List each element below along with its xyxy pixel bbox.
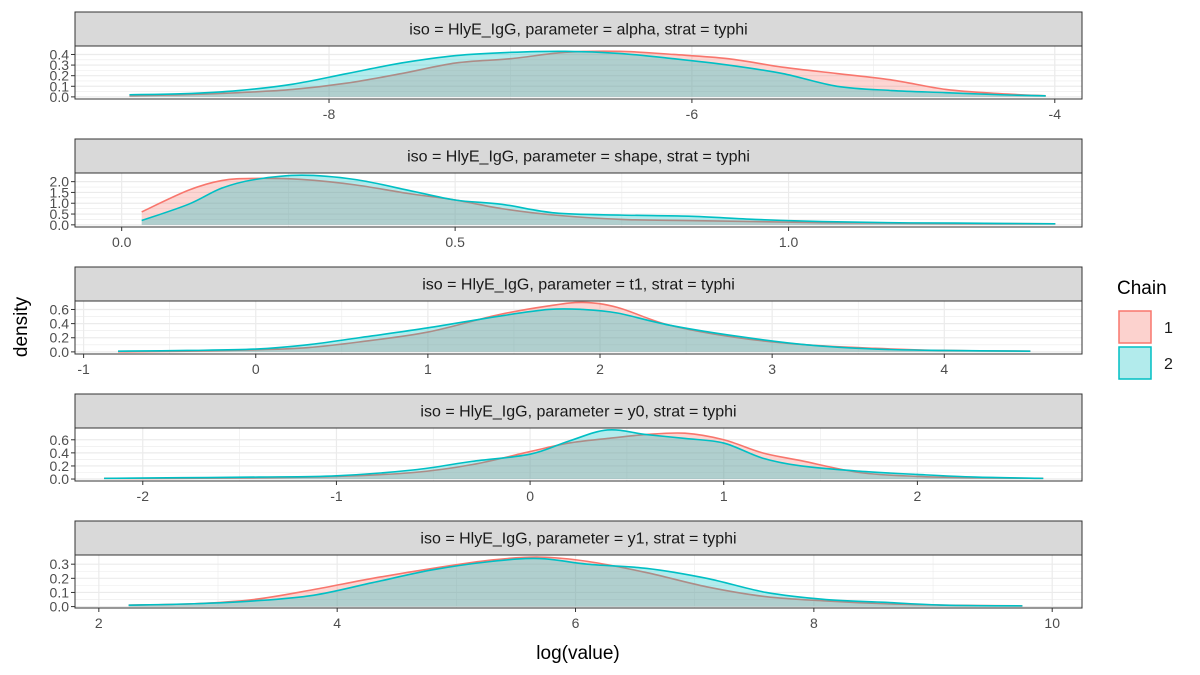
legend: Chain 1 2	[1117, 278, 1173, 380]
density-line-chain-1	[128, 556, 1023, 607]
y-tick-label: 0.1	[50, 584, 70, 600]
legend-entry-2: 2	[1118, 346, 1173, 380]
y-tick-label: 0.4	[50, 46, 70, 62]
y-tick-label: 0.0	[50, 89, 70, 105]
x-tick-label: 3	[768, 361, 776, 377]
strip-background	[74, 393, 1083, 429]
facet-panel: iso = HlyE_IgG, parameter = alpha, strat…	[50, 11, 1083, 122]
legend-label-chain-1: 1	[1164, 320, 1173, 337]
facet-panel: iso = HlyE_IgG, parameter = y0, strat = …	[50, 393, 1083, 504]
grid-lines	[75, 428, 1082, 481]
panel-background	[75, 428, 1082, 481]
x-tick-label: 6	[572, 615, 580, 631]
x-tick-label: 1	[424, 361, 432, 377]
strip-background	[74, 11, 1083, 47]
x-tick-label: 1	[720, 488, 728, 504]
density-line-chain-2	[104, 428, 1044, 480]
x-tick-label: 2	[95, 615, 103, 631]
legend-title: Chain	[1117, 278, 1167, 299]
facet-panel: iso = HlyE_IgG, parameter = y1, strat = …	[50, 520, 1083, 631]
panel-border	[74, 554, 1083, 609]
y-tick-label: 1.5	[50, 184, 70, 200]
x-tick-label: -4	[1049, 106, 1062, 122]
density-line-chain-2	[129, 50, 1046, 97]
y-tick-label: 0.6	[50, 301, 70, 317]
x-tick-label: -2	[137, 488, 150, 504]
legend-label-chain-2: 2	[1164, 356, 1173, 373]
strip-background	[74, 266, 1083, 302]
y-tick-label: 0.0	[50, 344, 70, 360]
panel-border	[74, 45, 1083, 100]
y-tick-label: 0.2	[50, 330, 70, 346]
density-line-chain-2	[141, 174, 1056, 225]
density-area-chain-2	[104, 429, 1044, 480]
x-tick-label: -8	[323, 106, 336, 122]
x-tick-label: 8	[810, 615, 818, 631]
density-area-chain-1	[141, 178, 1056, 225]
panel-border	[74, 300, 1083, 355]
panel-border	[74, 172, 1083, 228]
y-tick-label: 0.2	[50, 68, 70, 84]
legend-key-chain-1	[1118, 310, 1152, 344]
density-area-chain-1	[128, 557, 1023, 607]
facet-panel: iso = HlyE_IgG, parameter = shape, strat…	[50, 138, 1083, 250]
x-axis-title: log(value)	[536, 643, 619, 664]
grid-lines	[75, 555, 1082, 608]
y-tick-label: 0.1	[50, 78, 70, 94]
grid-lines	[75, 301, 1082, 354]
strip-label: iso = HlyE_IgG, parameter = t1, strat = …	[422, 277, 735, 294]
y-tick-label: 0.2	[50, 570, 70, 586]
strip-label: iso = HlyE_IgG, parameter = shape, strat…	[407, 149, 750, 166]
density-area-chain-2	[128, 558, 1023, 607]
y-tick-label: 0.3	[50, 57, 70, 73]
y-tick-label: 0.6	[50, 432, 70, 448]
x-tick-label: 4	[333, 615, 341, 631]
density-area-chain-2	[118, 308, 1031, 352]
y-tick-label: 2.0	[50, 174, 70, 190]
grid-lines	[75, 173, 1082, 227]
strip-label: iso = HlyE_IgG, parameter = y1, strat = …	[420, 531, 736, 548]
x-tick-label: 2	[913, 488, 921, 504]
y-tick-label: 0.4	[50, 316, 70, 332]
y-tick-label: 0.2	[50, 458, 70, 474]
density-area-chain-1	[118, 302, 1031, 352]
density-line-chain-2	[118, 308, 1031, 352]
density-area-chain-1	[129, 51, 1046, 97]
x-tick-label: 2	[596, 361, 604, 377]
legend-key-chain-2	[1118, 346, 1152, 380]
y-tick-label: 0.4	[50, 445, 70, 461]
y-tick-label: 1.0	[50, 195, 70, 211]
density-area-chain-2	[141, 175, 1056, 225]
x-tick-label: 10	[1044, 615, 1060, 631]
facet-panel: iso = HlyE_IgG, parameter = t1, strat = …	[50, 266, 1083, 377]
strip-label: iso = HlyE_IgG, parameter = y0, strat = …	[420, 404, 736, 421]
y-tick-label: 0.0	[50, 217, 70, 233]
y-axis-title: density	[11, 296, 32, 357]
y-tick-label: 0.5	[50, 206, 70, 222]
density-line-chain-2	[128, 557, 1023, 607]
x-tick-label: 0.5	[445, 234, 465, 250]
x-tick-label: -1	[77, 361, 90, 377]
x-tick-label: 4	[940, 361, 948, 377]
legend-entry-1: 1	[1118, 310, 1173, 344]
x-tick-label: -6	[686, 106, 699, 122]
density-area-chain-2	[129, 51, 1046, 97]
strip-label: iso = HlyE_IgG, parameter = alpha, strat…	[409, 22, 747, 39]
x-tick-label: 0	[526, 488, 534, 504]
strip-background	[74, 138, 1083, 174]
facet-panels: iso = HlyE_IgG, parameter = alpha, strat…	[50, 11, 1083, 631]
x-tick-label: 1.0	[779, 234, 799, 250]
x-tick-label: -1	[330, 488, 343, 504]
x-tick-label: 0	[252, 361, 260, 377]
strip-background	[74, 520, 1083, 556]
panel-border	[74, 427, 1083, 482]
y-tick-label: 0.0	[50, 471, 70, 487]
x-tick-label: 0.0	[112, 234, 132, 250]
y-tick-label: 0.0	[50, 599, 70, 615]
y-tick-label: 0.3	[50, 556, 70, 572]
